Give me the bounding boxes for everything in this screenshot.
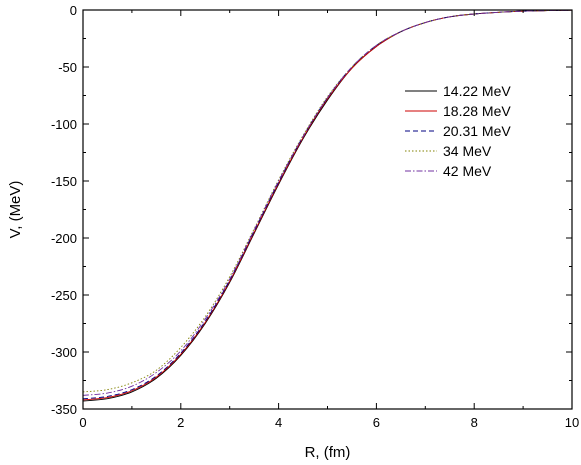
legend-label-5: 42 MeV xyxy=(443,163,492,179)
x-tick-label: 2 xyxy=(177,415,184,430)
y-tick-label: -250 xyxy=(51,288,77,303)
x-axis-label: R, (fm) xyxy=(305,444,351,461)
y-tick-label: -50 xyxy=(58,60,77,75)
y-tick-label: -200 xyxy=(51,231,77,246)
y-tick-label: -300 xyxy=(51,345,77,360)
x-tick-label: 0 xyxy=(79,415,86,430)
y-tick-label: -150 xyxy=(51,174,77,189)
y-tick-label: 0 xyxy=(70,3,77,18)
legend: 14.22 MeV 18.28 MeV 20.31 MeV 34 MeV 42 MeV xyxy=(405,83,511,179)
legend-label-1: 14.22 MeV xyxy=(443,83,511,99)
legend-label-3: 20.31 MeV xyxy=(443,123,511,139)
series-line-2 xyxy=(82,9,573,401)
y-axis-label: V, (MeV) xyxy=(7,181,24,239)
x-tick-label: 8 xyxy=(471,415,478,430)
series-line-5 xyxy=(82,9,573,396)
x-tick-label: 10 xyxy=(565,415,579,430)
x-tick-label: 6 xyxy=(373,415,380,430)
legend-label-4: 34 MeV xyxy=(443,143,492,159)
y-tick-label: -350 xyxy=(51,402,77,417)
ticks-layer: 0 2 4 6 8 10 -350 -300 -250 -200 -150 -100 -50 0 xyxy=(51,3,579,430)
y-tick-label: -100 xyxy=(51,117,77,132)
series-layer xyxy=(82,9,573,402)
legend-label-2: 18.28 MeV xyxy=(443,103,511,119)
x-tick-label: 4 xyxy=(275,415,282,430)
